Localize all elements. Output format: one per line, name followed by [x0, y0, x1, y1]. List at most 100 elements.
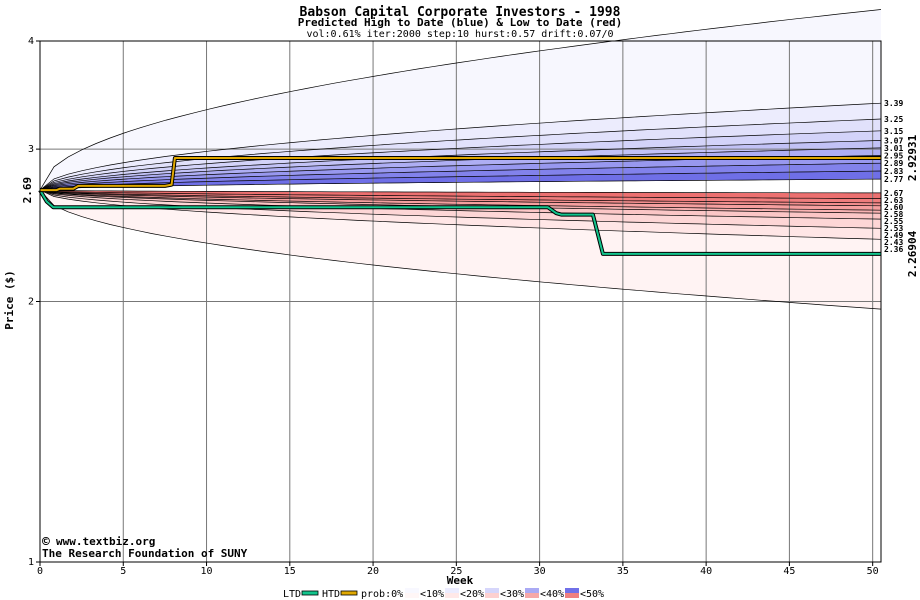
series-lines [38, 156, 881, 256]
quantile-label: 3.07 [884, 136, 903, 145]
band-high-1 [40, 103, 881, 191]
quantile-label: 2.63 [884, 196, 903, 205]
legend-line-swatch [340, 590, 358, 596]
legend-swatch-high [565, 588, 579, 593]
low-price-label: 2.26904 [906, 230, 919, 277]
quantile-label: 2.36 [884, 245, 903, 254]
x-tick-label: 40 [700, 566, 712, 577]
legend-label: <20% [460, 589, 484, 600]
band-low-5 [40, 190, 881, 211]
x-tick-label: 5 [120, 566, 126, 577]
quantile-line-high [39, 9, 882, 191]
quantile-line-high [39, 170, 882, 191]
quantile-label: 3.25 [884, 115, 903, 124]
quantile-line-high [39, 178, 882, 191]
legend-label: HTD [322, 589, 340, 600]
legend-swatch-low [525, 593, 539, 598]
band-high-2 [40, 119, 881, 191]
quantile-label: 2.49 [884, 231, 903, 240]
quantile-line-high [39, 147, 882, 191]
quantile-line-high [39, 118, 882, 191]
quantile-label: 2.53 [884, 224, 903, 233]
x-tick-label: 30 [534, 566, 546, 577]
band-low-0 [40, 190, 881, 310]
x-axis-label: Week [447, 574, 474, 587]
band-low-3 [40, 190, 881, 220]
quantile-label: 3.01 [884, 144, 903, 153]
legend-label: <30% [500, 589, 524, 600]
quantile-label: 2.55 [884, 217, 903, 226]
x-tick-label: 25 [450, 566, 462, 577]
ltd-line [39, 189, 881, 255]
quantile-line-low [39, 189, 882, 207]
legend-label: LTD [283, 589, 301, 600]
x-tick-label: 45 [783, 566, 795, 577]
quantile-line-low [39, 189, 882, 220]
start-price-label: 2.69 [21, 177, 34, 204]
watermark: © www.textbiz.org The Research Foundatio… [42, 535, 248, 560]
legend-swatch-low [445, 593, 459, 598]
legend-swatch-high [485, 588, 499, 593]
legend-line-swatch [301, 590, 319, 596]
quantile-label: 2.67 [884, 189, 903, 198]
band-low-2 [40, 190, 881, 229]
legend-swatch-low [485, 593, 499, 598]
quantile-line-low [39, 189, 881, 194]
quantile-line-low [39, 189, 882, 211]
band-high-7 [40, 163, 881, 191]
y-tick-label: 3 [28, 144, 34, 155]
watermark-url: www.textbiz.org [56, 535, 155, 548]
y-tick-label: 2 [28, 297, 34, 308]
band-low-4 [40, 190, 881, 214]
quantile-label: 3.15 [884, 127, 903, 136]
band-low-7 [40, 190, 881, 203]
y-tick-label: 1 [28, 557, 34, 568]
quantile-line-high [39, 140, 882, 191]
legend-swatch-high [525, 588, 539, 593]
legend-swatch-high [445, 588, 459, 593]
quantile-labels: 3.39 3.25 3.153.073.012.952.892.832.77 2.67… [884, 99, 903, 254]
quantile-label: 2.89 [884, 159, 903, 168]
x-tick-label: 15 [284, 566, 296, 577]
quantile-line-high [39, 162, 882, 191]
y-axis-ticks: 1 2 3 4 [28, 36, 40, 568]
quantile-label: 2.43 [884, 238, 903, 247]
band-high-6 [40, 155, 881, 191]
chart-params: vol:0.61% iter:2000 step:10 hurst:0.57 d… [306, 29, 613, 40]
quantile-label: 2.58 [884, 210, 903, 219]
band-high-4 [40, 140, 881, 191]
quantile-line-low [39, 189, 882, 199]
quantile-line-low [39, 189, 882, 204]
high-price-label: 2.92931 [906, 134, 919, 181]
band-low-6 [40, 190, 881, 206]
quantile-label: 2.95 [884, 151, 903, 160]
quantile-line-low [39, 189, 882, 310]
legend-swatch-low [565, 593, 579, 598]
y-axis-label: Price ($) [3, 270, 16, 330]
htd-line [40, 157, 881, 192]
quantile-line-high [39, 130, 882, 191]
x-tick-label: 0 [37, 566, 43, 577]
quantile-label: 2.77 [884, 175, 903, 184]
band-low-8 [40, 190, 881, 199]
x-tick-label: 10 [201, 566, 213, 577]
legend-label: <40% [540, 589, 564, 600]
legend-swatch-low [405, 593, 419, 598]
legend-label: <50% [580, 589, 604, 600]
band-high-0 [40, 9, 881, 191]
legend-label: prob:0% [361, 589, 403, 600]
x-tick-label: 50 [867, 566, 879, 577]
band-low-1 [40, 190, 881, 240]
probability-bands [40, 9, 881, 310]
band-high-8 [40, 171, 881, 191]
x-axis-ticks: 0 5 10 15 20 25 30 35 40 45 50 [37, 562, 879, 577]
copyright-icon: © [42, 535, 50, 550]
x-tick-label: 35 [617, 566, 629, 577]
legend-label: <10% [420, 589, 444, 600]
watermark-org: The Research Foundation of SUNY [42, 547, 248, 560]
quantile-label: 2.83 [884, 167, 903, 176]
y-tick-label: 4 [28, 36, 34, 47]
quantile-label: 3.39 [884, 99, 903, 108]
legend: LTD HTD prob:0% <10% <20% <30% <40% <50% [283, 588, 604, 600]
